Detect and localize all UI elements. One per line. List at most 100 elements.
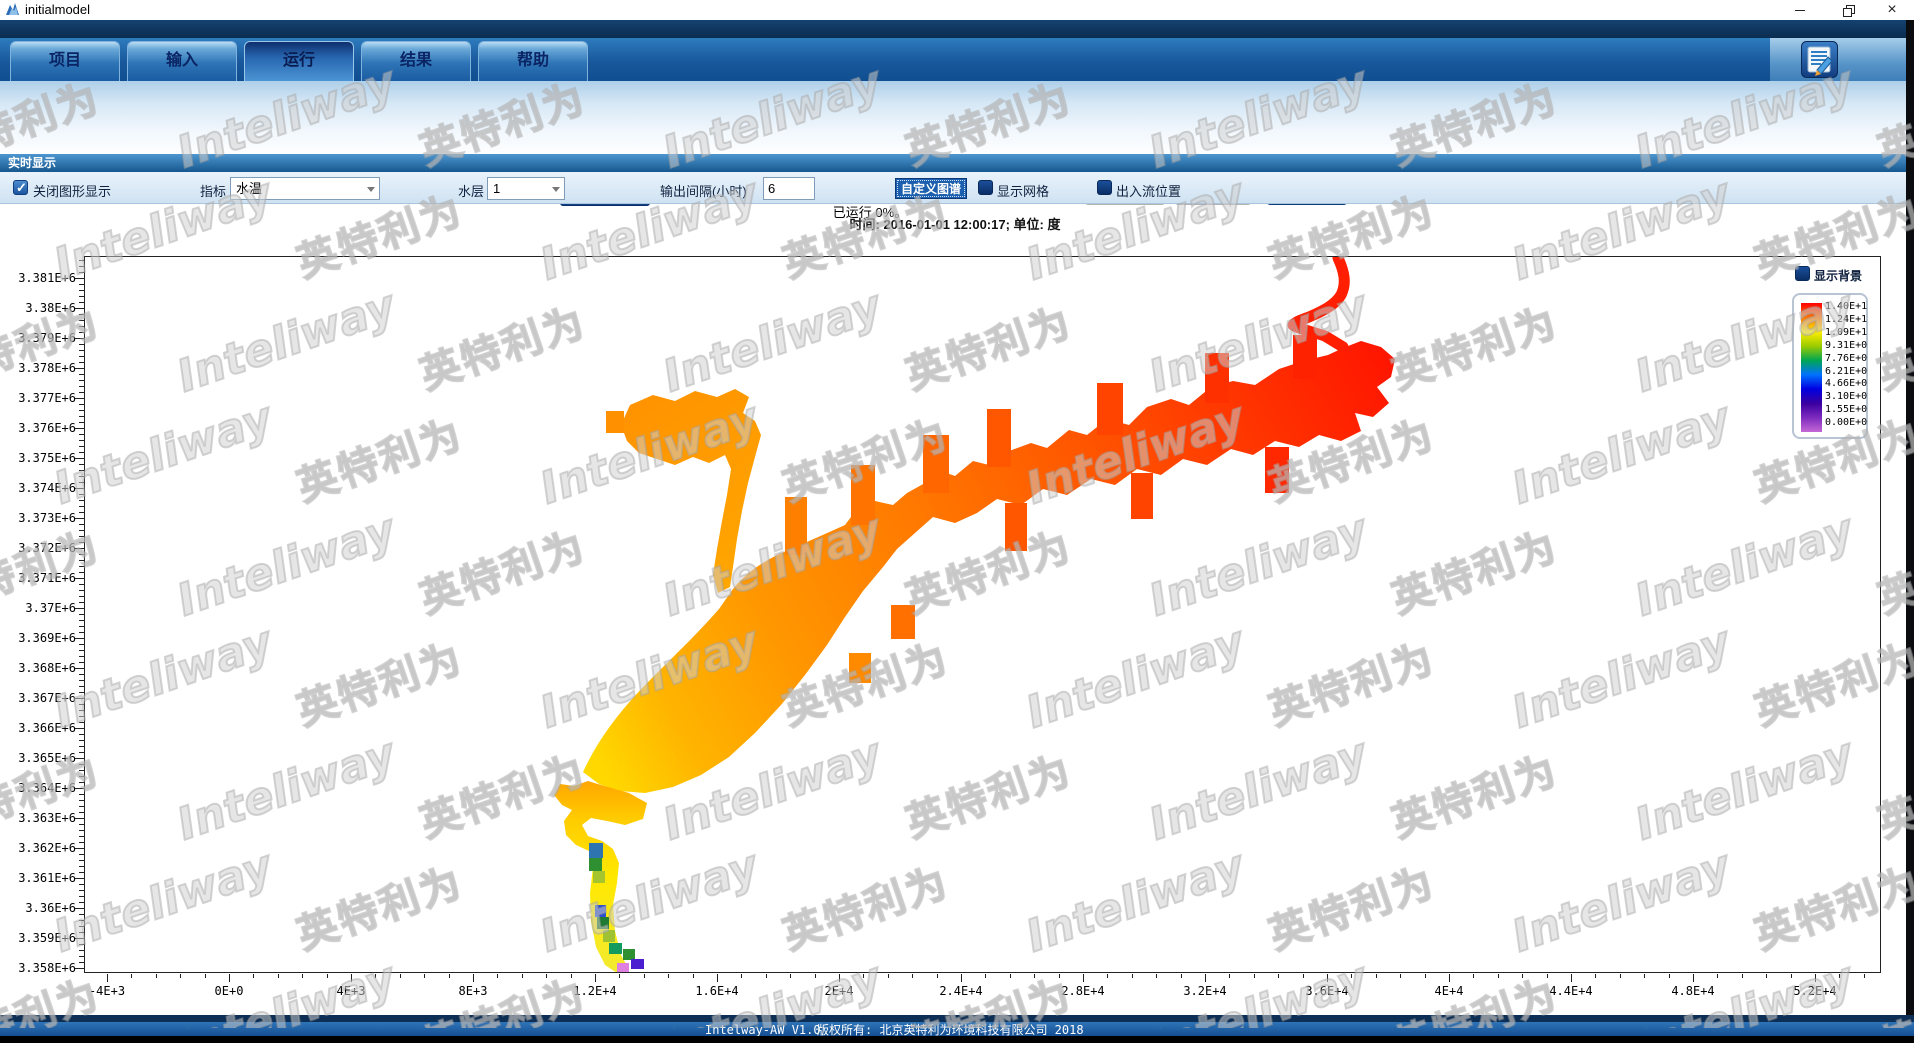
- y-tick-label: 3.365E+6: [18, 751, 76, 765]
- x-minor-tick: [1791, 974, 1792, 978]
- y-minor-tick: [79, 266, 84, 267]
- y-minor-tick: [79, 614, 84, 615]
- y-minor-tick: [79, 956, 84, 957]
- y-major-tick: [75, 548, 84, 549]
- y-minor-tick: [79, 326, 84, 327]
- tab-4[interactable]: 结果: [361, 41, 471, 81]
- y-major-tick: [75, 848, 84, 849]
- indicator-label: 指标: [200, 184, 227, 199]
- y-minor-tick: [79, 692, 84, 693]
- y-minor-tick: [79, 800, 84, 801]
- y-tick-label: 3.375E+6: [18, 451, 76, 465]
- legend-value-label: 1.40E+1: [1825, 301, 1868, 312]
- y-major-tick: [75, 278, 84, 279]
- y-minor-tick: [79, 860, 84, 861]
- y-minor-tick: [79, 674, 84, 675]
- y-minor-tick: [79, 626, 84, 627]
- y-minor-tick: [79, 602, 84, 603]
- y-minor-tick: [79, 596, 84, 597]
- y-minor-tick: [79, 950, 84, 951]
- grid-cell: [851, 465, 875, 525]
- x-major-tick: [1083, 974, 1084, 982]
- legend-value-label: 1.09E+1: [1825, 326, 1868, 338]
- y-minor-tick: [79, 350, 84, 351]
- show-background-checkbox[interactable]: [1795, 266, 1810, 281]
- close-graph-checkbox[interactable]: [13, 180, 28, 196]
- x-minor-tick: [1522, 974, 1523, 978]
- y-major-tick: [75, 308, 84, 309]
- y-major-tick: [75, 728, 84, 729]
- notepad-icon[interactable]: [1801, 41, 1838, 78]
- grid-cell: [987, 409, 1011, 467]
- grid-cell: [849, 653, 871, 683]
- y-minor-tick: [79, 440, 84, 441]
- water-temperature-map: [554, 257, 1395, 972]
- y-minor-tick: [79, 926, 84, 927]
- y-minor-tick: [79, 632, 84, 633]
- x-major-tick: [351, 974, 352, 982]
- interval-input[interactable]: [763, 177, 815, 200]
- y-minor-tick: [79, 794, 84, 795]
- y-minor-tick: [79, 752, 84, 753]
- y-minor-tick: [79, 884, 84, 885]
- y-minor-tick: [79, 902, 84, 903]
- x-minor-tick: [888, 974, 889, 978]
- show-grid-checkbox[interactable]: [978, 180, 993, 195]
- minimize-button[interactable]: [1786, 0, 1814, 20]
- y-minor-tick: [79, 260, 84, 261]
- x-major-tick: [1449, 974, 1450, 982]
- x-tick-label: 3.6E+4: [1305, 984, 1349, 998]
- y-minor-tick: [79, 524, 84, 525]
- y-minor-tick: [79, 476, 84, 477]
- y-minor-tick: [79, 320, 84, 321]
- grid-cell: [1005, 503, 1027, 551]
- y-minor-tick: [79, 890, 84, 891]
- x-minor-tick: [400, 974, 401, 978]
- x-major-tick: [473, 974, 474, 982]
- y-tick-label: 3.371E+6: [18, 571, 76, 585]
- layer-select[interactable]: 1: [487, 177, 565, 200]
- x-minor-tick: [1181, 974, 1182, 978]
- y-minor-tick: [79, 782, 84, 783]
- indicator-select[interactable]: 水温: [230, 177, 380, 200]
- y-tick-label: 3.369E+6: [18, 631, 76, 645]
- x-tick-label: 4E+3: [336, 984, 366, 998]
- y-major-tick: [75, 968, 84, 969]
- y-tick-label: 3.366E+6: [18, 721, 76, 735]
- x-tick-label: 1.6E+4: [695, 984, 739, 998]
- grid-cell: [923, 435, 949, 493]
- y-tick-label: 3.358E+6: [18, 961, 76, 975]
- custom-colormap-button[interactable]: 自定义图谱: [895, 178, 968, 199]
- x-tick-label: 2.8E+4: [1061, 984, 1105, 998]
- y-minor-tick: [79, 824, 84, 825]
- tab-2[interactable]: 输入: [127, 41, 237, 81]
- y-tick-label: 3.368E+6: [18, 661, 76, 675]
- x-minor-tick: [327, 974, 328, 978]
- y-minor-tick: [79, 542, 84, 543]
- tab-1[interactable]: 项目: [10, 41, 120, 81]
- x-minor-tick: [1717, 974, 1718, 978]
- x-tick-label: 1.2E+4: [573, 984, 617, 998]
- close-graph-label: 关闭图形显示: [33, 184, 112, 199]
- plot-frame: [84, 256, 1881, 973]
- y-minor-tick: [79, 872, 84, 873]
- y-minor-tick: [79, 494, 84, 495]
- y-minor-tick: [79, 962, 84, 963]
- chevron-down-icon: [367, 187, 375, 192]
- y-tick-label: 3.367E+6: [18, 691, 76, 705]
- y-minor-tick: [79, 686, 84, 687]
- y-minor-tick: [79, 380, 84, 381]
- grid-cell: [1097, 383, 1123, 435]
- north-branch: [621, 389, 761, 593]
- tab-3[interactable]: 运行: [244, 41, 354, 81]
- inout-flow-checkbox[interactable]: [1097, 180, 1112, 195]
- x-minor-tick: [1864, 974, 1865, 978]
- y-minor-tick: [79, 512, 84, 513]
- restore-button[interactable]: [1834, 0, 1862, 20]
- indicator-value: 水温: [236, 181, 263, 196]
- tab-5[interactable]: 帮助: [478, 41, 588, 81]
- close-button[interactable]: ×: [1878, 0, 1906, 20]
- y-major-tick: [75, 578, 84, 579]
- y-tick-label: 3.373E+6: [18, 511, 76, 525]
